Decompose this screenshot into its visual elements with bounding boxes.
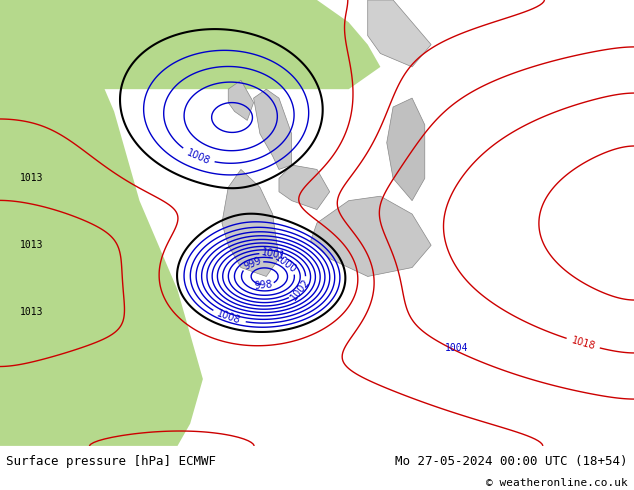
Text: Surface pressure [hPa] ECMWF: Surface pressure [hPa] ECMWF [6, 455, 216, 468]
Polygon shape [368, 0, 431, 67]
Polygon shape [228, 80, 254, 121]
Text: © weatheronline.co.uk: © weatheronline.co.uk [486, 478, 628, 489]
Text: 1004: 1004 [444, 343, 469, 353]
Text: 998: 998 [254, 279, 273, 291]
Text: 1001: 1001 [261, 247, 287, 262]
Polygon shape [387, 98, 425, 201]
Text: 1002: 1002 [289, 276, 312, 302]
Text: Mo 27-05-2024 00:00 UTC (18+54): Mo 27-05-2024 00:00 UTC (18+54) [395, 455, 628, 468]
Text: 1008: 1008 [216, 309, 242, 326]
Polygon shape [0, 0, 380, 89]
Text: 1013: 1013 [20, 173, 44, 183]
Polygon shape [279, 165, 330, 210]
Polygon shape [222, 170, 279, 276]
Polygon shape [0, 0, 203, 446]
Polygon shape [254, 89, 292, 170]
Text: 1018: 1018 [570, 335, 596, 352]
Text: 1008: 1008 [185, 147, 211, 166]
Polygon shape [0, 22, 76, 170]
Polygon shape [0, 0, 254, 67]
Text: 1000: 1000 [273, 252, 299, 275]
Text: 1013: 1013 [20, 240, 44, 250]
Text: 1013: 1013 [20, 307, 44, 317]
Text: 999: 999 [242, 256, 262, 272]
Polygon shape [311, 196, 431, 276]
